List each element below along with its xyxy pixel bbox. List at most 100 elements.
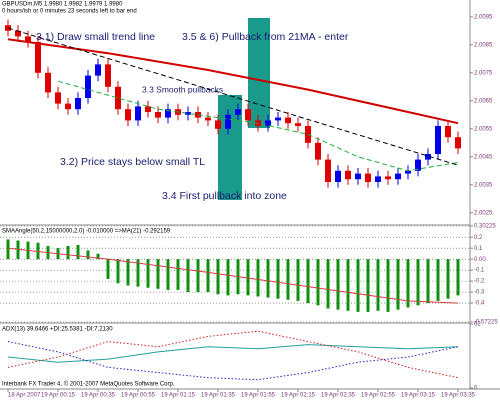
histogram-bar xyxy=(176,259,180,290)
y-tick-label: 2.0045 xyxy=(474,154,493,160)
histogram-bar xyxy=(86,250,90,260)
highlight-box xyxy=(248,18,270,128)
candle-body xyxy=(425,154,431,160)
line-series xyxy=(7,344,459,363)
x-tick-label: 19 Apr 02:15 xyxy=(281,393,316,399)
candle-body xyxy=(285,117,291,124)
histogram-bar xyxy=(316,259,320,306)
y-tick-label: -0.57225 xyxy=(474,320,498,326)
annotation: 3.3 Smooth pullbacks xyxy=(142,84,223,94)
histogram-bar xyxy=(156,259,160,289)
y-tick-label: -0.2 xyxy=(474,279,485,285)
x-tick-label: 19 Apr 00:55 xyxy=(121,393,156,399)
line-series xyxy=(7,341,459,381)
candle-body xyxy=(245,109,251,121)
histogram-bar xyxy=(246,259,250,296)
candle-body xyxy=(395,173,401,180)
candle-body xyxy=(235,109,241,115)
y-tick-label: 2.0065 xyxy=(474,98,493,104)
candle-body xyxy=(65,103,71,110)
candle-body xyxy=(45,72,51,93)
y-tick-label: 0.2 xyxy=(474,235,483,241)
y-tick-label: -0.1 xyxy=(474,268,485,274)
candle-body xyxy=(455,137,461,149)
candle-body xyxy=(135,106,141,121)
candle-body xyxy=(335,170,341,182)
histogram-bar xyxy=(426,259,430,304)
y-tick-label: -0.4 xyxy=(474,301,485,307)
histogram-bar xyxy=(36,242,40,260)
histogram-bar xyxy=(256,259,260,297)
histogram-bar xyxy=(306,259,310,304)
histogram-bar xyxy=(386,259,390,312)
histogram-bar xyxy=(106,259,110,279)
x-tick-label: 19 Apr 03:35 xyxy=(441,393,476,399)
candle-body xyxy=(35,42,41,73)
histogram-bar xyxy=(396,259,400,310)
candle-body xyxy=(325,159,331,182)
x-tick-label: 18 Apr 2007 xyxy=(8,393,41,399)
histogram-bar xyxy=(186,259,190,293)
candle-body xyxy=(435,126,441,154)
line-series xyxy=(7,247,459,304)
candle-body xyxy=(365,173,371,182)
candle-body xyxy=(75,98,81,110)
y-tick-label: 0.00 xyxy=(474,257,486,263)
histogram-bar xyxy=(166,259,170,290)
histogram-bar xyxy=(356,259,360,312)
y-tick-label: 2.0055 xyxy=(474,126,493,132)
histogram-bar xyxy=(116,259,120,284)
x-tick-label: 19 Apr 01:15 xyxy=(161,393,196,399)
candle-body xyxy=(165,109,171,118)
histogram-bar xyxy=(226,259,230,296)
y-tick-label: 62 xyxy=(474,322,481,328)
histogram-bar xyxy=(346,259,350,311)
candle-body xyxy=(375,176,381,182)
candle-body xyxy=(315,142,321,160)
candle-body xyxy=(145,106,151,112)
histogram-bar xyxy=(446,259,450,299)
histogram-bar xyxy=(376,259,380,311)
x-tick-label: 19 Apr 01:35 xyxy=(201,393,236,399)
histogram-bar xyxy=(136,259,140,287)
y-tick-label: 0.1 xyxy=(474,246,483,252)
candle-body xyxy=(15,30,21,37)
histogram-bar xyxy=(206,259,210,293)
candle-body xyxy=(385,176,391,180)
y-tick-label: 2.0075 xyxy=(474,70,493,76)
x-tick-label: 19 Apr 02:35 xyxy=(321,393,356,399)
histogram-bar xyxy=(366,259,370,312)
candle-body xyxy=(105,64,111,87)
line-series xyxy=(7,27,459,166)
histogram-bar xyxy=(406,259,410,308)
histogram-bar xyxy=(146,259,150,288)
y-tick-label: 2.0025 xyxy=(474,210,493,216)
line-series xyxy=(7,38,459,125)
candle-body xyxy=(415,159,421,171)
annotation: 3.5 & 6) Pullback from 21MA - enter xyxy=(182,31,349,43)
x-tick-label: 19 Apr 02:55 xyxy=(361,393,396,399)
histogram-bar xyxy=(16,240,20,260)
candle-body xyxy=(275,117,281,121)
histogram-bar xyxy=(456,259,460,296)
line-series xyxy=(57,80,459,172)
chart-subtitle: 0 hours/ish or 0 minutes 23 seconds left… xyxy=(2,9,137,15)
histogram-bar xyxy=(416,259,420,306)
candle-body xyxy=(295,123,301,126)
y-tick-label: 0 xyxy=(474,386,478,392)
x-tick-label: 19 Apr 01:55 xyxy=(241,393,276,399)
candle-body xyxy=(125,109,131,121)
annotation: 3.2) Price stays below small TL xyxy=(60,156,205,168)
candle-body xyxy=(115,86,121,110)
histogram-bar xyxy=(126,259,130,286)
plot-layer xyxy=(0,18,470,381)
histogram-bar xyxy=(436,259,440,301)
annotation: 3.1) Draw small trend line xyxy=(36,31,155,43)
histogram-bar xyxy=(336,259,340,310)
panel-title: ADX(13) 39.6466 +DI:25.5381 -DI:7.2130 xyxy=(2,327,113,333)
x-tick-label: 19 Apr 00:15 xyxy=(41,393,76,399)
y-tick-label: -0.3 xyxy=(474,290,485,296)
histogram-bar xyxy=(276,259,280,299)
candle-body xyxy=(185,112,191,115)
